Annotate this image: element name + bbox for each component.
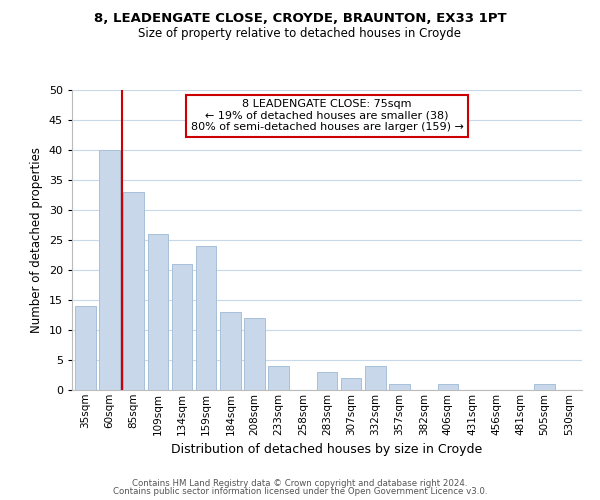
Bar: [268, 366, 289, 390]
Bar: [75, 306, 95, 390]
X-axis label: Distribution of detached houses by size in Croyde: Distribution of detached houses by size …: [172, 443, 482, 456]
Text: Contains HM Land Registry data © Crown copyright and database right 2024.: Contains HM Land Registry data © Crown c…: [132, 478, 468, 488]
Bar: [317, 372, 337, 390]
Bar: [389, 384, 410, 390]
Bar: [148, 234, 168, 390]
Bar: [534, 384, 555, 390]
Bar: [341, 378, 361, 390]
Text: 8, LEADENGATE CLOSE, CROYDE, BRAUNTON, EX33 1PT: 8, LEADENGATE CLOSE, CROYDE, BRAUNTON, E…: [94, 12, 506, 26]
Bar: [99, 150, 120, 390]
Bar: [437, 384, 458, 390]
Bar: [365, 366, 386, 390]
Text: Size of property relative to detached houses in Croyde: Size of property relative to detached ho…: [139, 28, 461, 40]
Bar: [244, 318, 265, 390]
Bar: [172, 264, 192, 390]
Bar: [196, 246, 217, 390]
Y-axis label: Number of detached properties: Number of detached properties: [30, 147, 43, 333]
Bar: [124, 192, 144, 390]
Text: Contains public sector information licensed under the Open Government Licence v3: Contains public sector information licen…: [113, 487, 487, 496]
Bar: [220, 312, 241, 390]
Text: 8 LEADENGATE CLOSE: 75sqm
← 19% of detached houses are smaller (38)
80% of semi-: 8 LEADENGATE CLOSE: 75sqm ← 19% of detac…: [191, 99, 463, 132]
